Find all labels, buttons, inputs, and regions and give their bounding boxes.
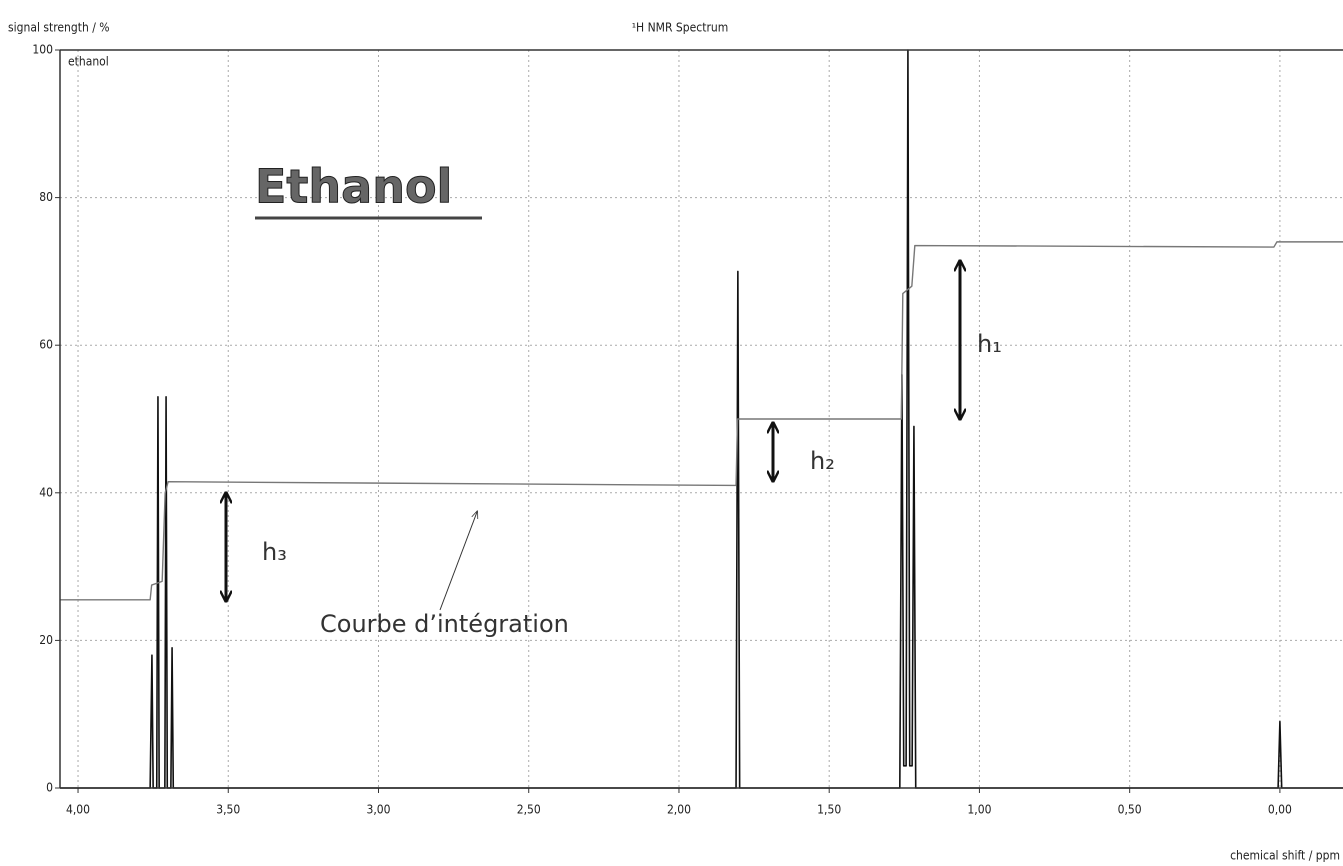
y-tick-label: 100: [32, 43, 53, 57]
plot: [60, 49, 1343, 789]
x-tick-label: 0,50: [1118, 803, 1142, 817]
y-axis-label: signal strength / %: [8, 21, 110, 35]
x-tick-label: 4,00: [66, 803, 90, 817]
big-title: Ethanol: [255, 160, 452, 214]
y-tick-label: 0: [46, 781, 53, 795]
x-tick-label: 2,50: [517, 803, 541, 817]
integration-label: Courbe d’intégration: [320, 610, 569, 638]
x-tick-label: 0,00: [1268, 803, 1292, 817]
y-tick-label: 60: [39, 338, 53, 352]
series-line: [60, 241, 1343, 601]
x-tick-label: 2,00: [667, 803, 691, 817]
y-tick-label: 40: [39, 485, 53, 499]
x-tick-label: 1,50: [817, 803, 841, 817]
label-h1: h₁: [977, 330, 1002, 358]
y-tick-label: 80: [39, 190, 53, 204]
label-h2: h₂: [810, 447, 835, 475]
subtitle: ethanol: [68, 55, 109, 69]
x-tick-label: 1,00: [967, 803, 991, 817]
label-h3: h₃: [262, 538, 287, 566]
y-tick-label: 20: [39, 633, 53, 647]
pointer-arrow: [439, 512, 477, 611]
x-axis-label: chemical shift / ppm: [1230, 849, 1340, 863]
series-line: [60, 49, 1343, 789]
x-tick-label: 3,00: [366, 803, 390, 817]
x-tick-label: 3,50: [216, 803, 240, 817]
chart-title: ¹H NMR Spectrum: [632, 21, 729, 35]
grid: 4,00 3,50 3,00 2,50 2,00 1,50 1,00 0,50 0,00 0 20 4…: [32, 43, 1343, 817]
